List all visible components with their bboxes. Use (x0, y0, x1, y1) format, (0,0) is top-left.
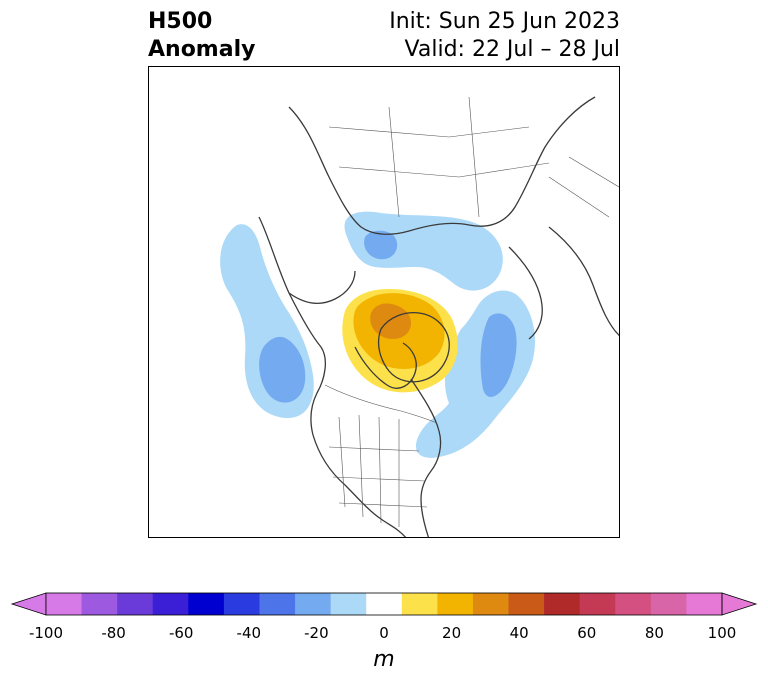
colorbar-tick-label: -40 (236, 624, 262, 642)
colorbar-segment (223, 593, 260, 615)
colorbar-unit: m (373, 647, 395, 672)
colorbar-segment (437, 593, 474, 615)
colorbar-tick-label: -20 (304, 624, 329, 642)
border-us-states-6 (332, 476, 426, 482)
greenland-coast (377, 311, 450, 383)
colorbar-segment (366, 593, 403, 615)
anomaly-map (148, 66, 620, 538)
siberia-negative-inner (364, 230, 398, 260)
colorbar-segment (330, 593, 367, 615)
colorbar-min-arrow (10, 592, 47, 616)
colorbar-tick-label: -80 (101, 624, 126, 642)
date-info: Init: Sun 25 Jun 2023 Valid: 22 Jul – 28… (389, 8, 620, 64)
scandinavia-coast (508, 246, 543, 340)
colorbar-segment (615, 593, 652, 615)
border-us-states-2 (358, 414, 364, 518)
colorbar-segment (152, 593, 189, 615)
border-eurasia-3 (388, 106, 400, 218)
eurasia-coast (288, 96, 596, 235)
init-date: Init: Sun 25 Jun 2023 (389, 9, 620, 34)
colorbar-ticks: -100 -80 -60 -40 -20 0 20 40 60 80 100 (0, 624, 768, 644)
colorbar (10, 592, 758, 616)
border-us-states-7 (338, 502, 428, 508)
colorbar-tick-label: 0 (379, 624, 389, 642)
colorbar-segment (508, 593, 545, 615)
border-europe-1 (548, 176, 610, 218)
colorbar-tick-label: -100 (28, 624, 64, 642)
colorbar-segment (188, 593, 225, 615)
border-us-states-5 (328, 446, 420, 452)
colorbar-tick-label: -60 (168, 624, 194, 642)
colorbar-segment (472, 593, 510, 615)
atlantic-negative-inner (480, 313, 517, 397)
map-canvas (220, 96, 619, 537)
positive-anomaly-contours (342, 289, 458, 393)
title-line-1: H500 (148, 9, 213, 34)
colorbar-segment (401, 593, 438, 615)
colorbar-segment (579, 593, 616, 615)
border-eurasia-2 (338, 162, 550, 178)
colorbar-segment (544, 593, 581, 615)
border-eurasia-4 (468, 96, 480, 218)
border-us-states-3 (378, 416, 382, 524)
colorbar-tick-label: 60 (577, 624, 597, 642)
border-europe-2 (568, 156, 619, 188)
coastlines (258, 96, 619, 537)
valid-range: Valid: 22 Jul – 28 Jul (404, 37, 620, 62)
colorbar-segment (295, 593, 332, 615)
alaska-coast (288, 270, 356, 304)
pacific-negative-inner (259, 336, 306, 403)
political-borders (324, 96, 619, 527)
colorbar-segment (259, 593, 296, 615)
europe-coast (548, 226, 619, 336)
colorbar-segment (686, 593, 723, 615)
colorbar-max-arrow (721, 592, 758, 616)
colorbar-segment (650, 593, 687, 615)
colorbar-tick-label: 20 (442, 624, 462, 642)
colorbar-segments (10, 592, 758, 616)
colorbar-tick-label: 100 (707, 624, 737, 642)
border-us-canada (324, 384, 438, 424)
colorbar-segment (46, 593, 83, 615)
title-line-2: Anomaly (148, 37, 256, 62)
border-us-states-1 (338, 416, 346, 508)
hudson-bay (354, 342, 417, 389)
colorbar-segment (81, 593, 118, 615)
colorbar-tick-label: 40 (509, 624, 529, 642)
chart-title: H500 Anomaly (148, 8, 255, 64)
east-coast (410, 378, 442, 537)
negative-anomaly-contours (220, 211, 536, 458)
colorbar-border (45, 592, 723, 616)
border-eurasia-1 (328, 126, 530, 138)
colorbar-tick-label: 80 (644, 624, 664, 642)
colorbar-segment (117, 593, 154, 615)
